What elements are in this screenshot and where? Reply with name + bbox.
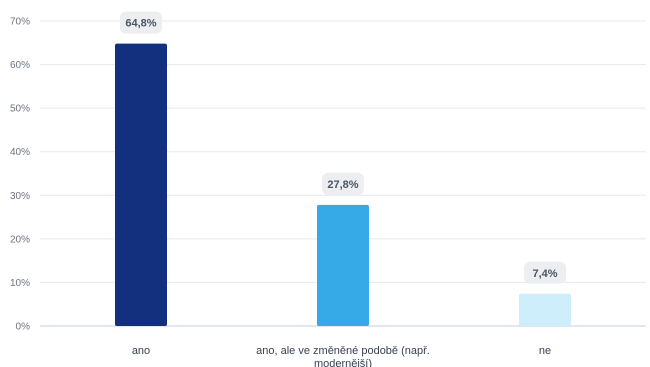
bars <box>115 43 571 327</box>
data-label: 64,8% <box>125 18 156 30</box>
bar <box>317 204 369 326</box>
data-labels: 64,8% 27,8% 7,4% <box>120 11 566 284</box>
category-label-line: ano <box>132 345 150 357</box>
y-tick-label: 20% <box>10 234 30 245</box>
y-tick-label: 30% <box>10 191 30 202</box>
data-label-badge <box>322 172 364 195</box>
data-label: 7,4% <box>532 268 557 280</box>
y-tick-label: 0% <box>16 322 31 333</box>
y-tick-label: 60% <box>10 60 30 71</box>
category-label: ne <box>539 345 551 357</box>
data-label-badge <box>524 261 566 284</box>
x-axis-category-labels: ano ano, ale ve změněné podobě (např. mode… <box>132 345 551 367</box>
bar <box>519 293 571 326</box>
category-label-line: modernější) <box>314 358 372 367</box>
y-tick-label: 70% <box>10 17 30 28</box>
category-label: ano, ale ve změněné podobě (např. moderně… <box>256 345 430 367</box>
category-label: ano <box>132 345 150 357</box>
y-tick-label: 40% <box>10 147 30 158</box>
category-label-line: ne <box>539 345 551 357</box>
data-label: 27,8% <box>327 179 358 191</box>
data-label-badge <box>120 11 162 34</box>
category-label-line: ano, ale ve změněné podobě (např. <box>256 345 430 357</box>
y-tick-label: 50% <box>10 104 30 115</box>
y-axis-tick-labels: 0% 10% 20% 30% 40% 50% 60% 70% <box>10 17 30 333</box>
y-tick-label: 10% <box>10 278 30 289</box>
bar <box>115 43 167 327</box>
